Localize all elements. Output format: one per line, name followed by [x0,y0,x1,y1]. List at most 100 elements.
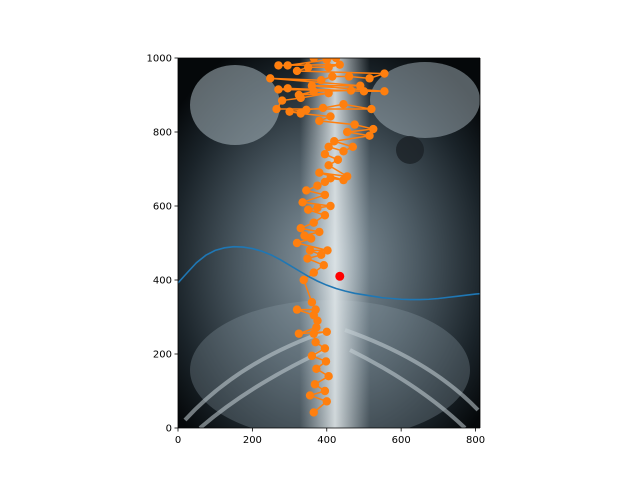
landmark-point-48 [320,150,330,159]
landmark-point-30 [315,227,324,237]
y-tick-label: 400 [153,276,172,287]
landmark-point-79 [316,76,326,85]
landmark-point-36 [326,201,335,211]
landmark-point-89 [283,61,292,70]
landmark-point-4 [310,380,320,389]
landmark-point-3 [320,386,330,396]
landmark-point-56 [350,120,359,129]
landmark-point-55 [369,124,378,134]
landmark-point-47 [333,155,343,164]
landmark-point-10 [311,337,320,347]
landmark-point-88 [274,61,283,70]
landmark-point-45 [343,172,352,181]
landmark-point-33 [320,211,330,220]
landmark-point-20 [299,275,308,285]
landmark-point-35 [313,203,322,213]
highlight-point [335,271,345,281]
landmark-point-31 [296,224,305,233]
landmark-point-53 [365,131,374,140]
landmark-point-92 [309,58,318,63]
landmark-point-9 [320,344,330,353]
landmark-point-54 [343,127,352,137]
landmark-point-82 [365,74,374,83]
landmark-point-26 [323,246,332,255]
landmark-point-46 [324,161,333,170]
landmark-point-34 [303,205,313,214]
landmark-point-77 [356,81,365,90]
landmark-point-73 [283,84,292,93]
landmark-point-50 [339,147,348,156]
landmark-point-51 [348,142,358,151]
landmark-point-80 [328,72,337,81]
landmark-point-7 [321,357,331,366]
landmark-point-8 [307,351,317,361]
fit-curve-line [178,245,480,301]
landmark-point-65 [272,104,281,114]
landmark-point-13 [294,329,304,338]
landmark-point-84 [292,66,302,76]
landmark-point-32 [309,218,318,227]
landmark-point-83 [380,69,389,78]
landmark-point-81 [344,72,354,81]
landmark-point-61 [302,105,311,115]
landmark-point-52 [330,137,339,146]
x-tick-label: 0 [175,435,181,446]
landmark-point-24 [316,250,326,260]
landmark-point-64 [367,104,376,114]
y-tick-label: 800 [153,128,172,139]
landmark-point-11 [309,329,318,338]
x-tick-label: 600 [392,435,411,446]
landmark-point-60 [285,107,294,116]
landmark-point-18 [311,305,320,314]
landmark-point-6 [312,364,321,373]
landmark-point-29 [300,231,309,240]
landmark-point-1 [322,397,331,406]
landmark-point-25 [305,246,315,255]
y-tick-label: 200 [153,350,172,361]
landmark-point-69 [294,90,304,100]
landmark-point-40 [313,181,322,190]
landmark-point-22 [319,261,328,270]
landmark-point-68 [324,88,333,98]
landmark-point-28 [306,234,316,243]
y-tick-label: 0 [166,424,172,435]
landmark-point-58 [326,112,335,121]
landmark-point-19 [307,298,317,307]
landmark-point-71 [346,86,356,95]
landmark-point-37 [298,198,307,207]
landmark-point-42 [326,174,335,183]
landmark-point-23 [303,254,312,263]
landmark-point-76 [307,81,317,90]
landmark-point-66 [277,96,287,105]
landmark-point-86 [324,63,333,72]
landmark-point-85 [303,63,313,72]
x-tick-label: 200 [243,435,262,446]
y-tick-label: 600 [153,202,172,213]
landmark-point-17 [292,305,302,314]
x-tick-label: 800 [466,435,485,446]
landmark-point-12 [322,327,331,336]
axes [177,57,481,429]
landmark-point-21 [309,268,318,277]
landmark-point-5 [324,372,333,381]
y-tick-label: 1000 [147,54,172,65]
x-tick-label: 400 [317,435,336,446]
landmark-point-27 [292,238,302,248]
landmark-point-2 [305,391,315,400]
landmark-point-78 [266,74,275,83]
landmark-point-57 [315,116,324,126]
landmark-point-75 [380,87,389,96]
landmark-point-91 [331,58,341,63]
landmark-point-90 [322,58,331,65]
landmark-point-72 [274,85,283,94]
landmark-point-44 [315,168,324,177]
landmark-point-63 [339,100,348,109]
landmark-point-39 [302,186,311,195]
landmark-point-0 [309,408,318,417]
landmark-point-87 [335,60,344,69]
landmark-point-62 [318,103,328,113]
landmark-point-49 [324,142,333,151]
landmark-point-14 [312,323,321,332]
landmark-point-38 [320,190,330,200]
